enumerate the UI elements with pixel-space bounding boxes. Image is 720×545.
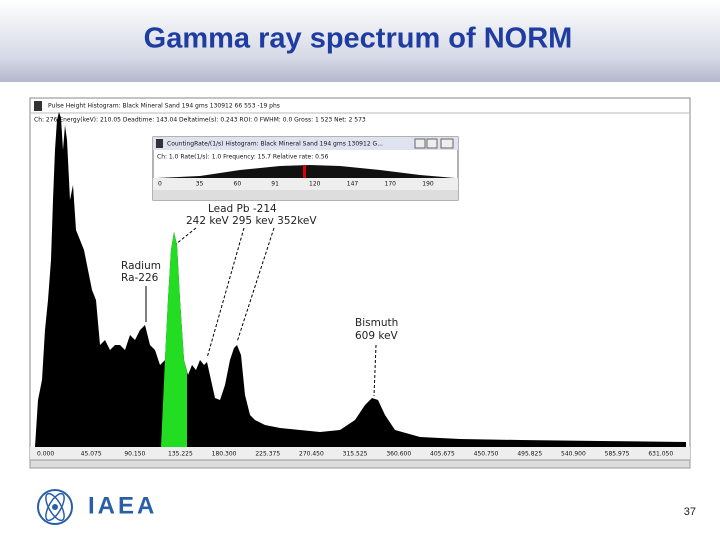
x-tick-label: 631.050 <box>648 451 673 458</box>
header-band <box>0 0 720 82</box>
window-title: CountingRate/(1/s) Histogram: Black Mine… <box>167 141 383 148</box>
minimize-button[interactable] <box>414 138 426 149</box>
x-tick-label: 495.825 <box>517 451 542 458</box>
x-tick-label: 180.300 <box>212 451 237 458</box>
x-tick-label: 270.450 <box>299 451 324 458</box>
window-icon <box>156 139 163 148</box>
annotation-line <box>206 227 245 359</box>
page-number: 37 <box>684 506 696 518</box>
rate-window: CountingRate/(1/s) Histogram: Black Mine… <box>152 136 459 201</box>
annotation-line <box>373 344 377 397</box>
x-tick-label: 315.525 <box>343 451 368 458</box>
x-tick-label: 135.225 <box>168 451 193 458</box>
logo-text: IAEA <box>88 492 157 519</box>
x-tick-label: 60 <box>234 181 242 188</box>
iaea-logo <box>37 489 73 525</box>
window-titlebar <box>153 137 458 150</box>
x-tick-label: 120 <box>309 181 321 188</box>
spectrum-window: Pulse Height Histogram: Black Mineral Sa… <box>29 97 691 469</box>
x-tick-label: 90.150 <box>124 451 145 458</box>
roi-highlight <box>161 232 187 447</box>
x-tick-label: 585.975 <box>605 451 630 458</box>
scrollbar[interactable] <box>153 190 458 200</box>
window-status: Ch: 276 Energy(keV): 210.05 Deadtime: 14… <box>34 117 366 124</box>
spectrum <box>35 112 686 447</box>
x-tick-label: 45.075 <box>81 451 102 458</box>
annotation-line <box>175 227 197 245</box>
annotation: 609 keV <box>355 330 399 342</box>
x-tick-label: 0 <box>158 181 162 188</box>
x-axis-strip <box>153 178 458 190</box>
maximize-button[interactable] <box>426 138 438 149</box>
x-tick-label: 170 <box>385 181 397 188</box>
annotation: Radium <box>121 260 161 272</box>
annotation: Ra-226 <box>121 272 159 284</box>
x-axis-strip <box>30 447 690 460</box>
x-tick-label: 405.675 <box>430 451 455 458</box>
annotation: Bismuth <box>355 317 398 329</box>
window-icon <box>34 101 42 111</box>
annotation: 242 keV 295 kev 352keV <box>186 215 317 227</box>
x-tick-label: 91 <box>271 181 279 188</box>
x-tick-label: 147 <box>347 181 359 188</box>
scrollbar[interactable] <box>29 459 691 469</box>
rate-marker <box>303 165 306 178</box>
x-tick-label: 540.900 <box>561 451 586 458</box>
x-tick-label: 360.600 <box>386 451 411 458</box>
slide-title: Gamma ray spectrum of NORM <box>144 23 573 55</box>
x-tick-label: 35 <box>196 181 204 188</box>
x-tick-label: 190 <box>422 181 434 188</box>
x-tick-label: 225.375 <box>255 451 280 458</box>
close-button[interactable] <box>440 138 454 149</box>
window-title: Pulse Height Histogram: Black Mineral Sa… <box>48 103 280 110</box>
window-status: Ch: 1.0 Rate(1/s): 1.0 Frequency: 15.7 R… <box>157 154 329 161</box>
annotation: Lead Pb -214 <box>208 203 277 215</box>
x-tick-label: 0.000 <box>37 451 54 458</box>
x-tick-label: 450.750 <box>474 451 499 458</box>
